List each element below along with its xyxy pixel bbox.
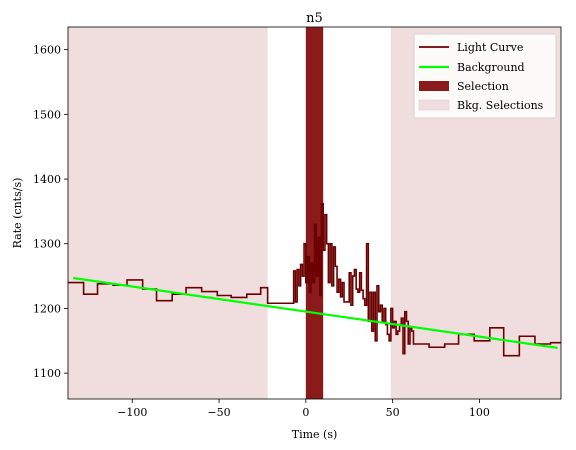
legend: Light Curve Background Selection Bkg. Se…	[413, 33, 557, 119]
x-tick-label: 100	[469, 406, 490, 419]
legend-light-curve-label: Light Curve	[457, 41, 523, 54]
y-tick-label: 1400	[33, 173, 61, 186]
legend-bkg-selections-swatch	[418, 99, 450, 111]
chart-title: n5	[306, 11, 323, 26]
plot-frame	[67, 26, 562, 400]
y-axis: 1100 1200 1300 1400 1500 1600	[33, 44, 68, 380]
legend-box	[413, 33, 557, 119]
legend-selection-label: Selection	[457, 80, 509, 93]
bkg-selection-region	[68, 27, 268, 399]
legend-selection-swatch	[419, 81, 449, 91]
x-tick-label: −50	[207, 406, 230, 419]
x-tick-label: 50	[386, 406, 400, 419]
y-tick-label: 1500	[33, 108, 61, 121]
background-line	[73, 276, 558, 349]
light-curve-line	[68, 202, 561, 357]
y-tick-label: 1200	[33, 302, 61, 315]
x-tick-label: −100	[117, 406, 147, 419]
legend-bkg-selections-label: Bkg. Selections	[457, 99, 544, 112]
y-axis-label: Rate (cnts/s)	[11, 178, 24, 249]
y-tick-label: 1100	[33, 367, 61, 380]
y-tick-label: 1300	[33, 238, 61, 251]
selection-region	[305, 27, 324, 399]
x-tick-label: 0	[302, 406, 309, 419]
x-axis: −100 −50 0 50 100	[117, 399, 490, 419]
y-tick-label: 1600	[33, 44, 61, 57]
x-axis-label: Time (s)	[292, 428, 338, 441]
legend-background-label: Background	[457, 61, 525, 74]
